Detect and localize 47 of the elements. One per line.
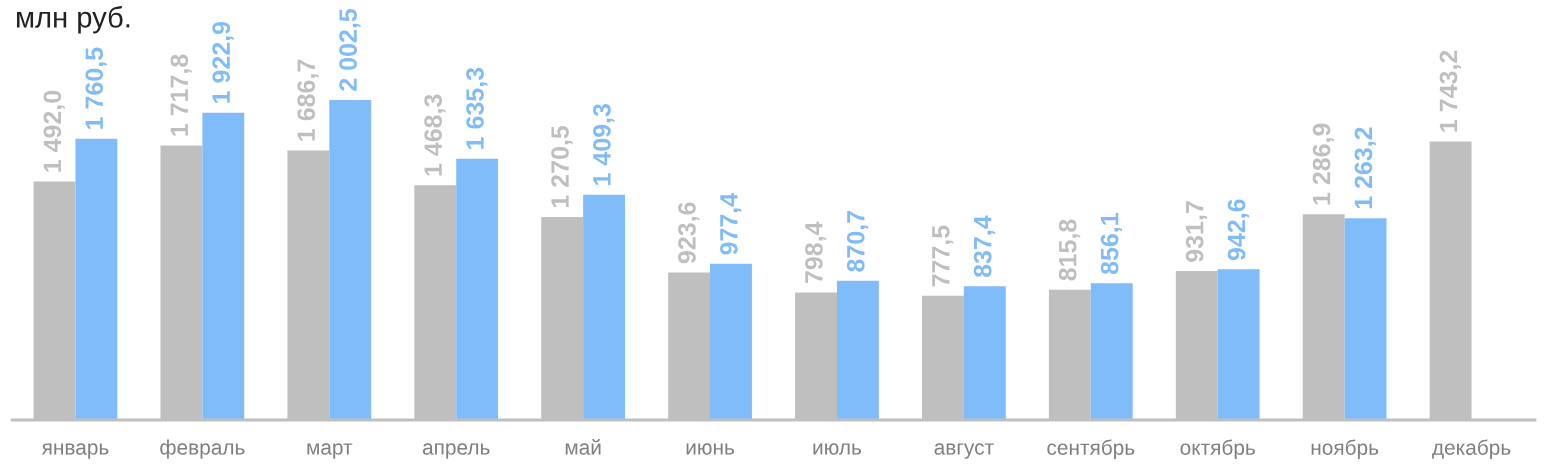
data-label: 1 270,5 [551,125,573,208]
bar [202,112,245,420]
data-label: 923,6 [678,202,700,264]
bar [836,280,879,420]
data-label: 1 922,9 [212,21,234,103]
x-tick-label: октябрь [1180,439,1255,460]
bar [329,100,372,420]
data-label: 837,4 [973,215,996,278]
data-label: 798,4 [805,221,827,284]
data-label: 942,6 [1227,199,1249,261]
x-tick-label: сентябрь [1047,439,1135,460]
data-label: 2 002,5 [339,8,361,91]
x-tick-label: май [565,439,601,455]
data-label: 931,7 [1185,201,1208,262]
data-label: 1 760,5 [85,47,107,129]
data-label: 856,1 [1100,213,1123,275]
bar [583,194,626,420]
bar [1090,283,1133,420]
x-tick-label: июнь [686,443,734,455]
data-label: 777,5 [932,225,954,287]
x-tick-label: декабрь [1432,439,1511,460]
x-tick-label: июль [813,443,862,455]
data-label: 1 717,8 [170,54,192,136]
data-label: 1 409,3 [593,103,615,185]
bar [1344,218,1387,420]
x-tick-label: апрель [422,443,490,459]
x-tick-label: февраль [160,439,245,459]
data-label: 1 263,2 [1354,127,1376,209]
data-label: 1 743,2 [1439,50,1461,132]
x-tick-label: ноябрь [1311,439,1379,460]
data-label: 1 468,3 [424,94,446,176]
bar [963,286,1006,420]
data-label: 1 286,9 [1312,123,1335,205]
data-label: 815,8 [1058,219,1081,281]
bar [75,138,118,420]
data-label: 1 686,7 [297,59,319,141]
data-label: 977,4 [719,193,742,255]
x-tick-label: март [307,443,353,459]
data-label: 1 635,3 [466,67,488,149]
data-label: 870,7 [846,211,869,272]
data-label: 1 492,0 [43,90,65,172]
chart-title: млн руб. [17,6,130,34]
x-tick-label: январь [41,443,109,459]
bar [1217,269,1260,420]
bar [710,263,752,420]
x-tick-label: август [934,443,994,459]
bar [456,158,499,420]
